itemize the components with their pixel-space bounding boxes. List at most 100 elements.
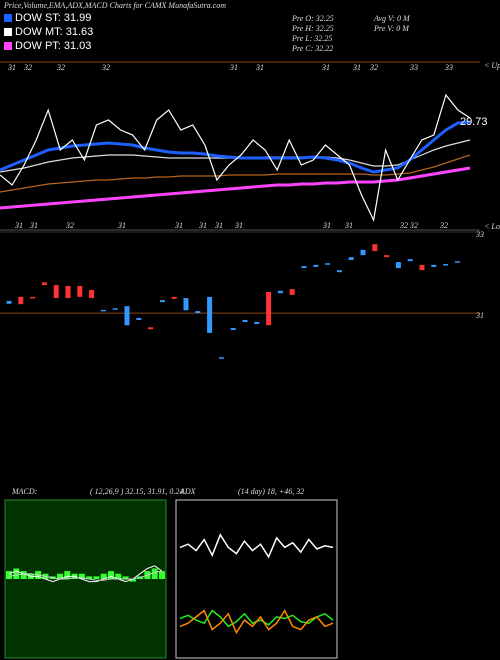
legend-label: DOW ST: 31.99 bbox=[15, 12, 91, 24]
lower-label: < Lower bbox=[484, 222, 500, 231]
legend-swatch bbox=[4, 14, 12, 22]
macd-params: ( 12,26,9 ) 32.15, 31.91, 0.24 bbox=[90, 487, 183, 496]
legend-label: DOW MT: 31.63 bbox=[15, 26, 93, 38]
info-text: Pre L: 32.25 bbox=[291, 34, 332, 43]
top-label: 31 bbox=[255, 63, 264, 72]
candle-body bbox=[348, 257, 354, 261]
candle-body bbox=[77, 285, 83, 297]
bottom-label: 31 bbox=[29, 221, 38, 230]
top-label: 32 bbox=[56, 63, 65, 72]
bottom-label: 31 bbox=[117, 221, 126, 230]
candle-body bbox=[65, 285, 71, 299]
price-line bbox=[0, 93, 471, 222]
candle-body bbox=[41, 282, 47, 286]
candle-body bbox=[100, 309, 106, 312]
candle-body bbox=[443, 264, 449, 266]
candle-body bbox=[136, 317, 142, 320]
candle-body bbox=[195, 311, 201, 314]
info-text: Pre C: 32.22 bbox=[291, 44, 333, 53]
macd-bar bbox=[86, 576, 93, 579]
macd-bar bbox=[129, 579, 136, 582]
top-label: 32 bbox=[369, 63, 378, 72]
y-tick-label: 33 bbox=[475, 230, 484, 239]
candle-body bbox=[336, 270, 342, 273]
bottom-label: 31 bbox=[14, 221, 23, 230]
top-label: 32 bbox=[23, 63, 32, 72]
top-label: 32 bbox=[101, 63, 110, 72]
macd-bar bbox=[115, 573, 122, 579]
bottom-label: 31 bbox=[322, 221, 331, 230]
candle-body bbox=[407, 259, 413, 262]
macd-line bbox=[8, 565, 163, 583]
candle-body bbox=[419, 264, 425, 271]
top-label: 33 bbox=[444, 63, 453, 72]
candle-body bbox=[18, 296, 24, 305]
candle-body bbox=[454, 261, 460, 263]
candle-body bbox=[301, 266, 307, 269]
info-text: Avg V: 0 M bbox=[373, 14, 411, 23]
bottom-label: 32 bbox=[409, 221, 418, 230]
macd-bar bbox=[13, 568, 20, 579]
macd-bar bbox=[108, 571, 114, 579]
candle-body bbox=[325, 263, 331, 265]
macd-bar bbox=[93, 576, 100, 579]
candle-body bbox=[242, 319, 248, 322]
candle-body bbox=[6, 300, 12, 304]
candle-body bbox=[266, 292, 272, 326]
bottom-label: 31 bbox=[198, 221, 207, 230]
top-label: 31 bbox=[7, 63, 16, 72]
legend-swatch bbox=[4, 42, 12, 50]
candle-body bbox=[360, 249, 366, 256]
adx-title: ADX bbox=[179, 487, 197, 496]
price-line bbox=[0, 120, 471, 174]
bottom-label: 31 bbox=[344, 221, 353, 230]
candle-body bbox=[277, 290, 283, 294]
legend-label: DOW PT: 31.03 bbox=[15, 40, 91, 52]
candle-body bbox=[171, 296, 177, 299]
macd-bar bbox=[6, 571, 12, 579]
candle-body bbox=[254, 321, 260, 325]
macd-bar bbox=[100, 573, 107, 579]
bottom-label: 31 bbox=[214, 221, 223, 230]
macd-bar bbox=[57, 573, 63, 579]
candle-body bbox=[372, 244, 378, 252]
bottom-label: 32 bbox=[65, 221, 74, 230]
adx-panel bbox=[175, 499, 338, 659]
bottom-label: 32 bbox=[399, 221, 408, 230]
macd-bar bbox=[78, 573, 85, 579]
macd-line bbox=[8, 570, 163, 581]
candle-body bbox=[230, 328, 236, 331]
candle-body bbox=[395, 262, 401, 269]
candle-body bbox=[124, 306, 130, 326]
candle-body bbox=[89, 289, 95, 299]
candle-body bbox=[112, 308, 118, 310]
candle-body bbox=[30, 296, 36, 299]
bottom-label: 31 bbox=[174, 221, 183, 230]
top-label: 31 bbox=[321, 63, 330, 72]
candle-body bbox=[148, 327, 154, 330]
top-label: 33 bbox=[409, 63, 418, 72]
macd-bar bbox=[159, 571, 165, 579]
chart-title: Price,Volume,EMA,ADX,MACD Charts for CAM… bbox=[3, 1, 226, 10]
macd-bar bbox=[64, 571, 71, 579]
adx-params: (14 day) 18, +46, 32 bbox=[238, 487, 304, 496]
macd-bar bbox=[20, 571, 27, 579]
bottom-label: 31 bbox=[234, 221, 243, 230]
candle-body bbox=[218, 357, 224, 359]
info-text: Pre O: 32.25 bbox=[291, 14, 334, 23]
macd-title: MACD: bbox=[11, 487, 38, 496]
y-tick-label: 31 bbox=[475, 311, 484, 320]
price-annotation: 29.73 bbox=[460, 116, 488, 128]
top-label: 31 bbox=[352, 63, 361, 72]
candle-body bbox=[207, 296, 213, 333]
adx-line bbox=[179, 609, 334, 635]
candle-body bbox=[159, 300, 165, 303]
bottom-label: 32 bbox=[439, 221, 448, 230]
candle-body bbox=[53, 285, 59, 299]
candle-body bbox=[384, 255, 390, 258]
info-text: Pre V: 0 M bbox=[373, 24, 410, 33]
macd-bar bbox=[122, 576, 129, 579]
upper-label: < Upper bbox=[484, 61, 500, 70]
